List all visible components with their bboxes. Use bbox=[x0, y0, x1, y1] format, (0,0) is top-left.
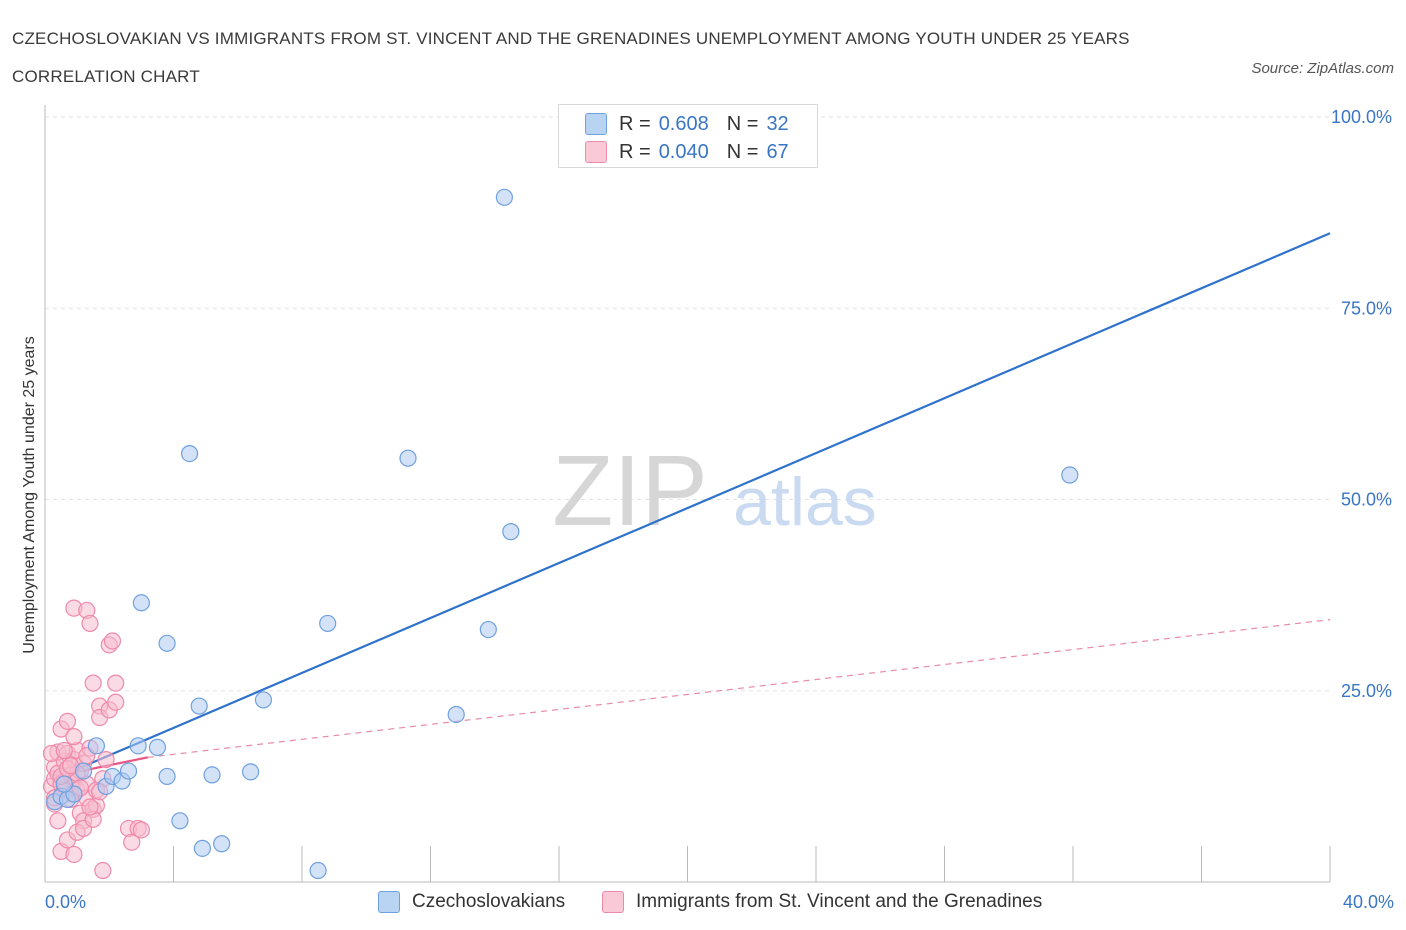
point-czechoslovakians bbox=[309, 861, 327, 880]
n-label: N = bbox=[726, 112, 759, 135]
point-czechoslovakians bbox=[447, 705, 465, 724]
x-tick-label: 40.0% bbox=[1343, 892, 1394, 912]
point-immigrants bbox=[107, 674, 125, 692]
point-immigrants bbox=[84, 674, 102, 692]
legend-swatch-blue bbox=[585, 113, 607, 135]
point-immigrants bbox=[81, 614, 99, 633]
point-czechoslovakians bbox=[158, 767, 176, 786]
point-czechoslovakians bbox=[132, 594, 150, 612]
point-czechoslovakians bbox=[254, 691, 273, 709]
legend-item-immigrants: Immigrants from St. Vincent and the Gren… bbox=[602, 888, 1042, 916]
point-immigrants bbox=[107, 693, 125, 711]
point-czechoslovakians bbox=[213, 835, 231, 853]
point-immigrants bbox=[65, 728, 83, 746]
point-immigrants bbox=[81, 798, 99, 816]
point-czechoslovakians bbox=[203, 766, 221, 784]
n-value: 32 bbox=[766, 112, 789, 135]
point-czechoslovakians bbox=[495, 188, 513, 206]
trend-lines bbox=[54, 232, 1331, 780]
grid-lines bbox=[45, 116, 1330, 692]
point-czechoslovakians bbox=[158, 634, 176, 652]
point-czechoslovakians bbox=[399, 449, 417, 467]
chart-title: CZECHOSLOVAKIAN VS IMMIGRANTS FROM ST. V… bbox=[12, 29, 1130, 86]
watermark-zip: ZIP bbox=[552, 435, 708, 547]
watermark-atlas: atlas bbox=[733, 464, 877, 540]
point-immigrants bbox=[97, 750, 115, 769]
point-immigrants bbox=[132, 821, 150, 839]
legend-swatch-blue bbox=[378, 891, 400, 913]
point-czechoslovakians bbox=[129, 737, 147, 755]
point-czechoslovakians bbox=[74, 762, 93, 780]
legend-swatch-pink bbox=[585, 141, 607, 163]
stats-legend-row-czechoslovakians: R = 0.608 N = 32 bbox=[585, 111, 789, 137]
point-czechoslovakians bbox=[1061, 466, 1079, 484]
point-immigrants bbox=[55, 741, 73, 760]
y-tick-label: 25.0% bbox=[1341, 681, 1392, 701]
legend-item-czechoslovakians: Czechoslovakians bbox=[378, 888, 565, 916]
legend-label: Czechoslovakians bbox=[412, 891, 566, 912]
point-czechoslovakians bbox=[180, 445, 199, 463]
point-czechoslovakians bbox=[242, 763, 260, 781]
data-points bbox=[42, 188, 1079, 880]
point-czechoslovakians bbox=[148, 738, 167, 756]
point-czechoslovakians bbox=[190, 697, 208, 715]
point-immigrants bbox=[49, 812, 67, 830]
point-czechoslovakians bbox=[87, 737, 106, 755]
x-tick-label: 0.0% bbox=[45, 892, 86, 912]
point-immigrants bbox=[94, 861, 112, 880]
r-label: R = bbox=[619, 140, 651, 163]
stats-legend-row-immigrants: R = 0.040 N = 67 bbox=[585, 139, 789, 165]
trend-line-czechoslovakians bbox=[54, 232, 1331, 780]
legend-swatch-pink bbox=[602, 891, 624, 913]
source-label: Source: ZipAtlas.com bbox=[1251, 60, 1394, 77]
tick-labels: 100.0% 75.0% 50.0% 25.0% 0.0% 40.0% bbox=[45, 107, 1394, 912]
legend-label: Immigrants from St. Vincent and the Gren… bbox=[636, 891, 1043, 912]
point-czechoslovakians bbox=[171, 812, 189, 830]
r-value: 0.040 bbox=[658, 140, 709, 163]
point-immigrants bbox=[123, 833, 141, 851]
point-czechoslovakians bbox=[193, 839, 212, 857]
point-czechoslovakians bbox=[119, 762, 138, 780]
point-czechoslovakians bbox=[502, 523, 520, 541]
point-czechoslovakians bbox=[55, 775, 73, 793]
n-value: 67 bbox=[766, 140, 789, 163]
point-czechoslovakians bbox=[479, 620, 497, 639]
stats-legend: R = 0.608 N = 32 R = 0.040 N = 67 bbox=[558, 104, 818, 168]
trend-line-immigrants-extended bbox=[147, 619, 1331, 758]
r-value: 0.608 bbox=[658, 112, 709, 135]
point-immigrants bbox=[65, 845, 83, 864]
n-label: N = bbox=[726, 140, 759, 163]
point-immigrants bbox=[103, 632, 122, 650]
point-immigrants bbox=[58, 712, 77, 730]
y-tick-label: 100.0% bbox=[1331, 107, 1392, 127]
point-czechoslovakians bbox=[319, 614, 337, 633]
y-tick-label: 75.0% bbox=[1341, 298, 1392, 318]
y-tick-label: 50.0% bbox=[1341, 490, 1392, 510]
r-label: R = bbox=[619, 112, 651, 135]
